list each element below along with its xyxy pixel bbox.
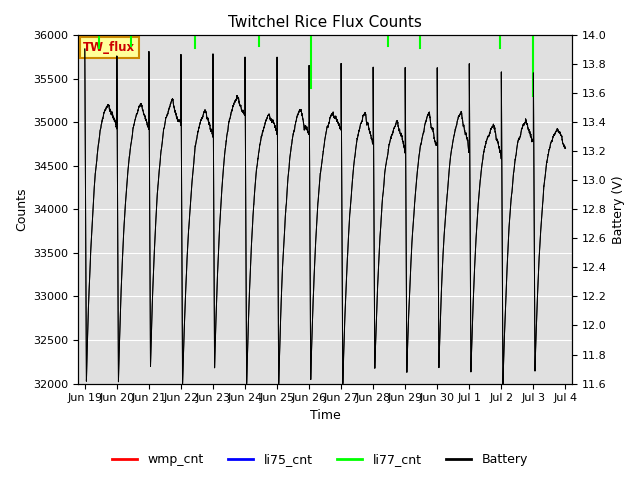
X-axis label: Time: Time <box>310 409 340 422</box>
Y-axis label: Battery (V): Battery (V) <box>612 175 625 244</box>
Title: Twitchel Rice Flux Counts: Twitchel Rice Flux Counts <box>228 15 422 30</box>
Y-axis label: Counts: Counts <box>15 188 28 231</box>
Legend: wmp_cnt, li75_cnt, li77_cnt, Battery: wmp_cnt, li75_cnt, li77_cnt, Battery <box>107 448 533 471</box>
Text: TW_flux: TW_flux <box>83 41 136 54</box>
